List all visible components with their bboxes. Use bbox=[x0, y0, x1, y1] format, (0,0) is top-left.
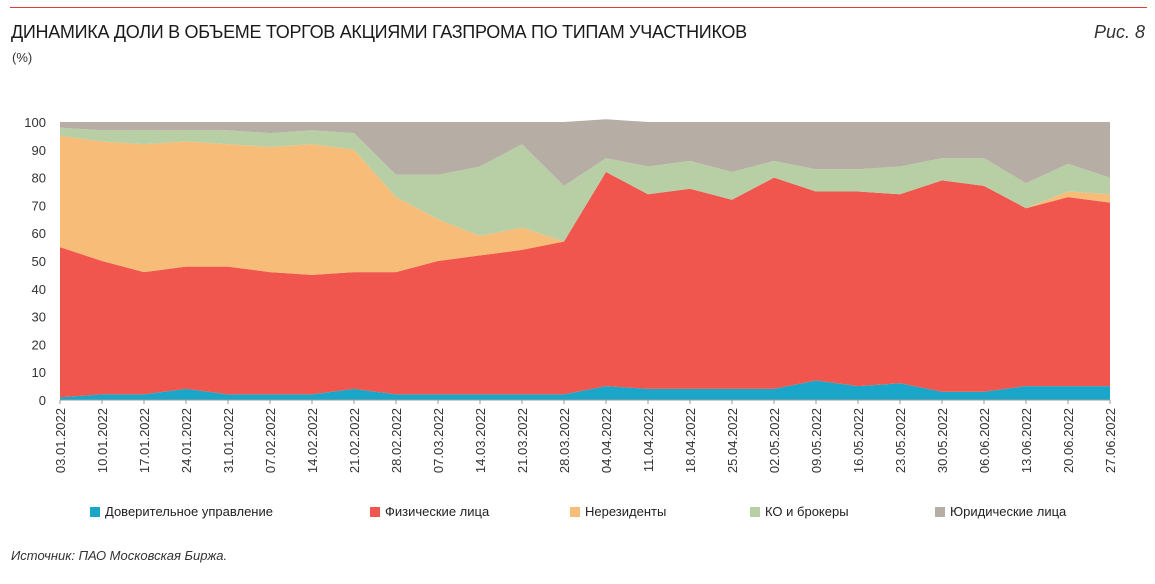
x-tick-label: 20.06.2022 bbox=[1061, 408, 1076, 473]
legend-label: Юридические лица bbox=[950, 504, 1067, 519]
y-tick-label: 20 bbox=[32, 337, 46, 352]
x-tick-label: 09.05.2022 bbox=[809, 408, 824, 473]
y-tick-label: 10 bbox=[32, 365, 46, 380]
x-tick-label: 14.02.2022 bbox=[305, 408, 320, 473]
x-tick-label: 25.04.2022 bbox=[725, 408, 740, 473]
y-tick-label: 60 bbox=[32, 226, 46, 241]
legend-item: Юридические лица bbox=[935, 504, 1066, 519]
x-tick-label: 31.01.2022 bbox=[221, 408, 236, 473]
figure-label: Рис. 8 bbox=[1093, 22, 1145, 42]
legend-swatch bbox=[370, 506, 380, 517]
legend-label: Нерезиденты bbox=[585, 504, 667, 519]
x-tick-label: 24.01.2022 bbox=[179, 408, 194, 473]
y-tick-label: 30 bbox=[32, 310, 46, 325]
x-tick-label: 30.05.2022 bbox=[935, 408, 950, 473]
x-tick-label: 04.04.2022 bbox=[599, 408, 614, 473]
stacked-area-chart: 0 10 20 30 40 50 60 70 80 90 100 03.01.2022 10.01.20… bbox=[24, 115, 1118, 473]
area-series-3 bbox=[60, 127, 1110, 242]
legend-item: Нерезиденты bbox=[570, 504, 666, 519]
x-tick-label: 28.03.2022 bbox=[557, 408, 572, 473]
y-tick-label: 100 bbox=[24, 115, 46, 130]
x-tick-label: 11.04.2022 bbox=[641, 408, 656, 472]
y-tick-label: 70 bbox=[32, 198, 46, 213]
x-tick-label: 06.06.2022 bbox=[977, 408, 992, 473]
unit-label: (%) bbox=[12, 50, 33, 65]
legend-item: КО и брокеры bbox=[750, 504, 849, 519]
x-tick-label: 18.04.2022 bbox=[683, 408, 698, 473]
legend-swatch bbox=[935, 506, 945, 517]
x-tick-label: 23.05.2022 bbox=[893, 408, 908, 473]
legend-item: Доверительное управление bbox=[90, 504, 273, 519]
legend: Доверительное управление Физические лица Н… bbox=[90, 504, 1130, 524]
legend-label: Физические лица bbox=[385, 504, 490, 519]
x-tick-label: 17.01.2022 bbox=[137, 408, 152, 473]
legend-swatch bbox=[570, 506, 580, 517]
x-tick-label: 21.03.2022 bbox=[515, 408, 530, 473]
y-tick-label: 90 bbox=[32, 143, 46, 158]
x-tick-label: 14.03.2022 bbox=[473, 408, 488, 473]
area-series-2 bbox=[60, 135, 1110, 275]
source-note: Источник: ПАО Московская Биржа. bbox=[11, 548, 228, 563]
x-tick-label: 03.01.2022 bbox=[53, 408, 68, 473]
x-tick-label: 02.05.2022 bbox=[767, 408, 782, 473]
legend-swatch bbox=[90, 506, 100, 517]
x-tick-label: 13.06.2022 bbox=[1019, 408, 1034, 473]
legend-label: Доверительное управление bbox=[105, 504, 273, 519]
area-series-1 bbox=[60, 172, 1110, 398]
area-series-4 bbox=[60, 119, 1110, 186]
top-rule bbox=[10, 7, 1147, 8]
legend-swatch bbox=[750, 506, 760, 517]
x-tick-label: 07.03.2022 bbox=[431, 408, 446, 473]
x-tick-label: 16.05.2022 bbox=[851, 408, 866, 473]
chart-title: ДИНАМИКА ДОЛИ В ОБЪЕМЕ ТОРГОВ АКЦИЯМИ ГА… bbox=[11, 22, 747, 42]
x-tick-label: 21.02.2022 bbox=[347, 408, 362, 473]
y-tick-label: 50 bbox=[32, 254, 46, 269]
x-tick-label: 10.01.2022 bbox=[95, 408, 110, 473]
y-tick-label: 0 bbox=[39, 393, 46, 408]
y-tick-label: 80 bbox=[32, 171, 46, 186]
x-tick-label: 27.06.2022 bbox=[1103, 408, 1118, 473]
x-tick-label: 07.02.2022 bbox=[263, 408, 278, 473]
x-tick-label: 28.02.2022 bbox=[389, 408, 404, 473]
legend-item: Физические лица bbox=[370, 504, 489, 519]
legend-label: КО и брокеры bbox=[765, 504, 849, 519]
y-tick-label: 40 bbox=[32, 282, 46, 297]
